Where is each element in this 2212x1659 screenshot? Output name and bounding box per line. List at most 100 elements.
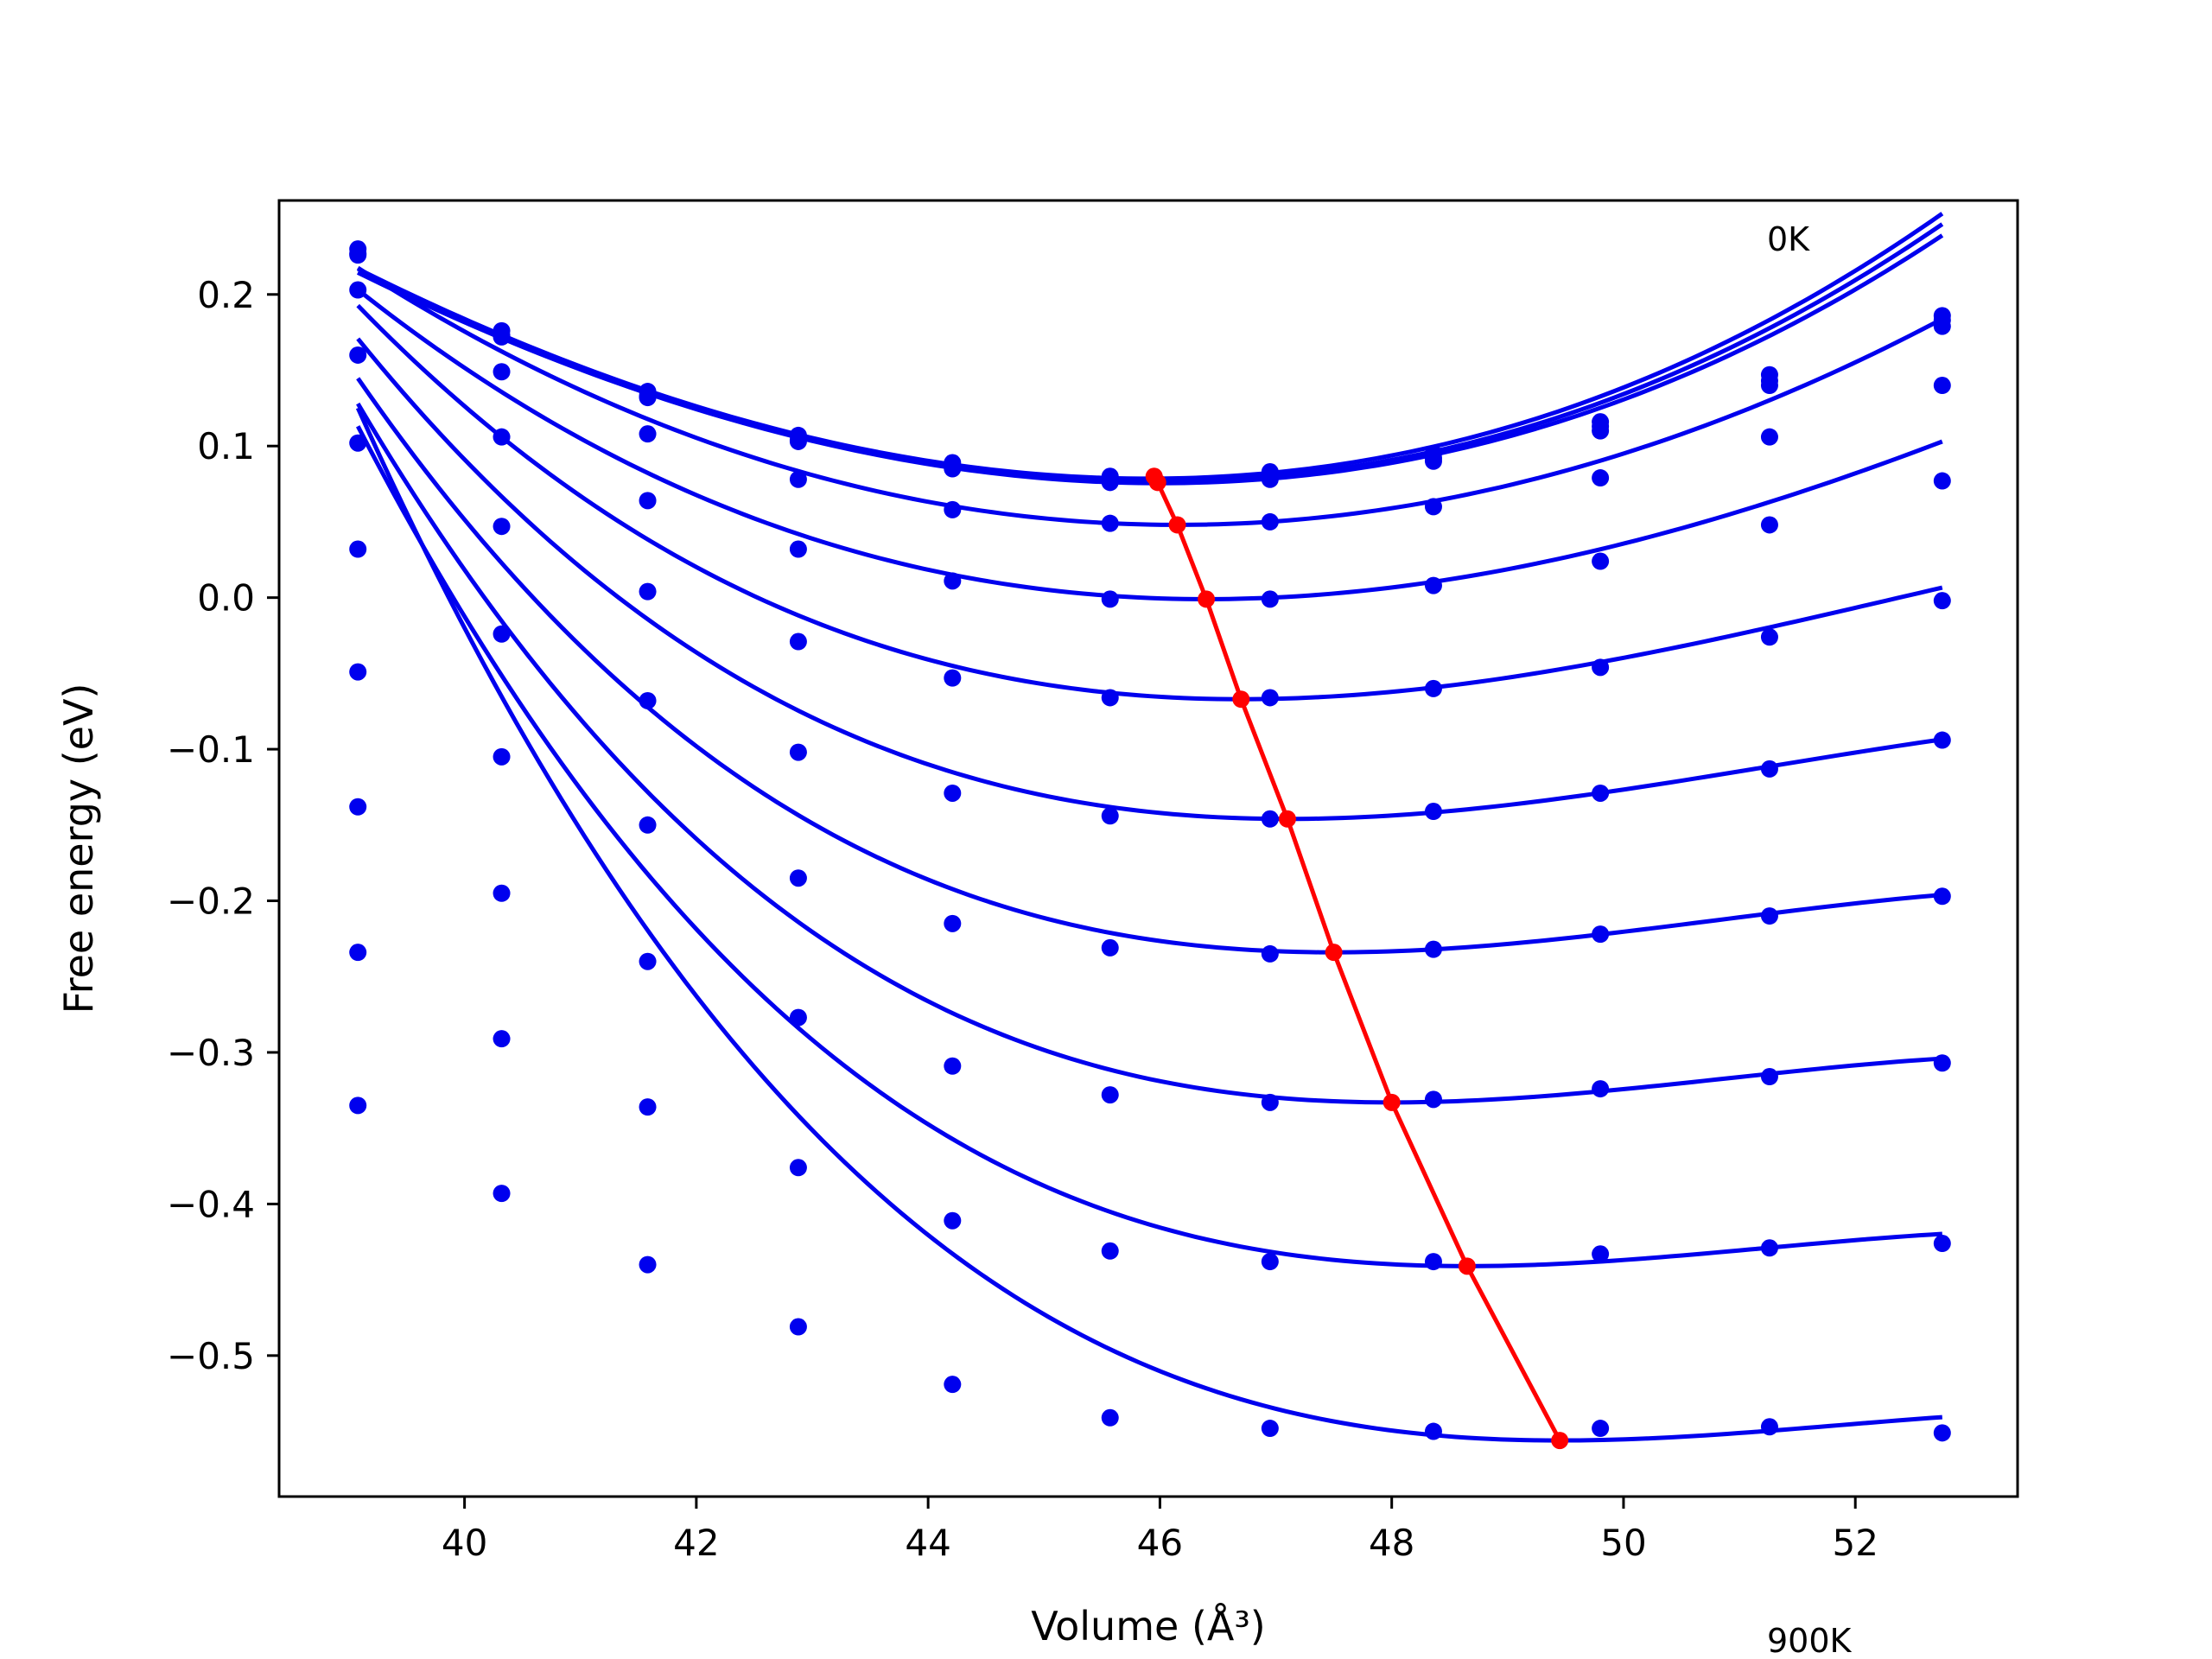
minimum-point (1551, 1432, 1569, 1450)
data-point (349, 346, 367, 364)
data-point (944, 460, 962, 478)
data-point (1933, 1235, 1951, 1253)
data-point (1592, 1420, 1610, 1438)
data-point (944, 1057, 962, 1075)
minimum-point (1168, 516, 1186, 534)
minimum-point (1325, 944, 1343, 962)
fit-curve-0 (357, 212, 1944, 481)
y-axis-label: Free energy (eV) (55, 683, 102, 1014)
data-point (493, 884, 511, 902)
data-point (1261, 470, 1279, 488)
data-point (1592, 469, 1610, 487)
data-point (1101, 590, 1119, 608)
data-point (1101, 1408, 1119, 1427)
data-point (1261, 512, 1279, 531)
data-point (1261, 944, 1279, 963)
y-tick-label: 0.0 (197, 577, 255, 620)
data-point (1101, 514, 1119, 532)
data-point (1592, 1245, 1610, 1263)
data-point (1261, 689, 1279, 707)
data-point (789, 1318, 807, 1336)
x-tick-label: 44 (905, 1522, 950, 1564)
y-axis-ticks: 0.2 0.1 0.0 −0.1 −0.2 −0.3 −0.4 −0.5 (167, 274, 279, 1377)
data-point (1933, 377, 1951, 395)
y-tick-label: 0.2 (197, 274, 255, 316)
minimum-point (1232, 690, 1250, 709)
data-point (1933, 887, 1951, 906)
data-point (1261, 1420, 1279, 1438)
data-point (1592, 658, 1610, 677)
data-point (944, 1376, 962, 1394)
y-tick-label: −0.4 (167, 1183, 255, 1225)
data-point (639, 492, 657, 510)
fit-curves (355, 212, 1944, 1443)
data-point (493, 327, 511, 346)
y-tick-label: −0.1 (167, 728, 255, 771)
fit-curve-6 (356, 337, 1943, 822)
data-point (1261, 810, 1279, 828)
data-point (1592, 925, 1610, 944)
data-point (1101, 474, 1119, 492)
x-tick-label: 42 (673, 1522, 719, 1564)
annotation-900k: 900K (1767, 1622, 1853, 1659)
data-point (639, 1098, 657, 1116)
data-point (1592, 784, 1610, 802)
data-point (789, 632, 807, 651)
data-point (1261, 1093, 1279, 1111)
data-point (639, 952, 657, 970)
data-point (789, 743, 807, 761)
data-point (1101, 689, 1119, 707)
fit-curve-3 (356, 265, 1943, 527)
data-point (1424, 576, 1442, 594)
data-point (1760, 377, 1778, 395)
y-tick-label: −0.5 (167, 1335, 255, 1377)
data-point (639, 389, 657, 407)
data-point (944, 1211, 962, 1230)
data-point (349, 1096, 367, 1115)
data-point (789, 869, 807, 887)
minimum-point (1198, 590, 1216, 608)
fit-curve-5 (356, 303, 1943, 702)
x-tick-label: 48 (1369, 1522, 1414, 1564)
y-tick-label: 0.1 (197, 425, 255, 467)
data-point (789, 470, 807, 488)
data-point (1760, 1068, 1778, 1086)
data-point (789, 540, 807, 558)
y-tick-label: −0.3 (167, 1032, 255, 1074)
data-point (1261, 590, 1279, 608)
data-point (1261, 1253, 1279, 1271)
data-point (1760, 516, 1778, 534)
x-tick-label: 52 (1832, 1522, 1878, 1564)
data-point (1592, 552, 1610, 570)
data-point (493, 1185, 511, 1203)
data-point (349, 246, 367, 264)
data-point (1933, 731, 1951, 749)
data-point (1933, 317, 1951, 335)
data-point (349, 540, 367, 558)
data-point (1424, 1422, 1442, 1440)
minima-line (1145, 467, 1569, 1450)
data-point (789, 1159, 807, 1177)
data-point (1760, 760, 1778, 778)
data-point (1933, 1054, 1951, 1072)
data-point (1101, 1086, 1119, 1104)
fit-curve-4 (356, 288, 1943, 601)
data-point (1933, 472, 1951, 490)
data-point (944, 572, 962, 590)
data-point (1424, 679, 1442, 697)
plot-frame (277, 199, 2019, 1498)
x-axis-ticks: 40 42 44 46 48 50 52 (442, 1497, 1878, 1564)
data-points (349, 240, 1951, 1442)
data-point (1592, 1080, 1610, 1098)
data-point (1760, 628, 1778, 646)
data-point (639, 816, 657, 834)
data-point (639, 1255, 657, 1274)
minimum-point (1278, 810, 1296, 828)
data-point (1101, 1242, 1119, 1260)
data-point (789, 1008, 807, 1027)
data-point (789, 432, 807, 450)
data-point (944, 669, 962, 687)
minimum-point (1148, 474, 1166, 492)
data-point (1101, 938, 1119, 957)
data-point (639, 425, 657, 443)
